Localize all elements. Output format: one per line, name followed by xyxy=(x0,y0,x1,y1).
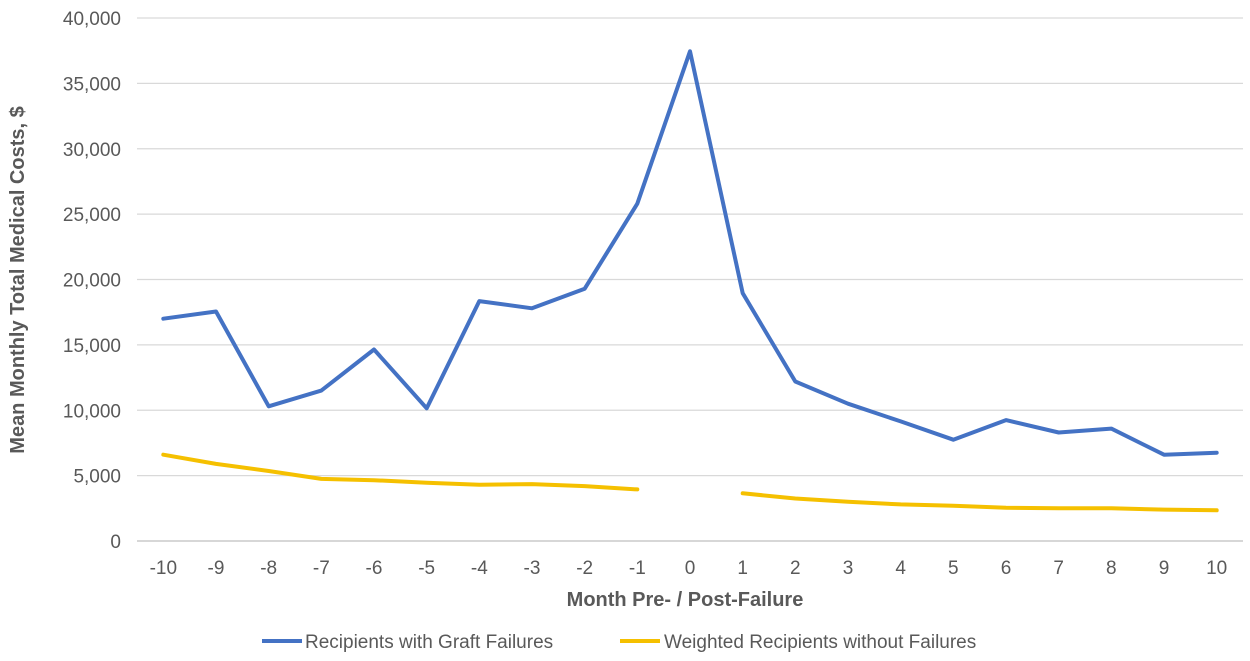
series-line xyxy=(161,452,640,492)
y-axis-ticks: 0 5,000 10,000 15,000 20,000 25,000 30,000 35,0… xyxy=(63,9,121,553)
x-tick-label: 8 xyxy=(1106,558,1117,579)
x-tick-label: -2 xyxy=(576,558,593,579)
y-tick-label: 20,000 xyxy=(63,271,121,292)
x-tick-label: -4 xyxy=(471,558,488,579)
y-tick-label: 15,000 xyxy=(63,336,121,357)
y-tick-label: 30,000 xyxy=(63,140,121,161)
x-tick-label: 4 xyxy=(895,558,906,579)
series-lines xyxy=(161,49,1219,513)
x-tick-label: -5 xyxy=(418,558,435,579)
x-tick-label: 10 xyxy=(1206,558,1227,579)
y-tick-label: 40,000 xyxy=(63,9,121,30)
x-tick-label: 0 xyxy=(685,558,696,579)
x-tick-label: 3 xyxy=(843,558,854,579)
x-tick-label: -3 xyxy=(524,558,541,579)
x-tick-label: 6 xyxy=(1001,558,1012,579)
y-tick-label: 10,000 xyxy=(63,401,121,422)
y-tick-label: 5,000 xyxy=(73,467,121,488)
x-tick-label: -1 xyxy=(629,558,646,579)
x-tick-label: 1 xyxy=(737,558,748,579)
x-tick-label: 9 xyxy=(1159,558,1170,579)
x-tick-label: 5 xyxy=(948,558,959,579)
series-line xyxy=(161,49,1219,457)
legend-label-without-failures: Weighted Recipients without Failures xyxy=(664,632,976,653)
x-axis-title: Month Pre- / Post-Failure xyxy=(567,589,804,611)
x-tick-label: -8 xyxy=(260,558,277,579)
x-tick-label: 7 xyxy=(1053,558,1064,579)
series-1 xyxy=(161,452,1219,513)
x-tick-label: -6 xyxy=(366,558,383,579)
y-tick-label: 35,000 xyxy=(63,74,121,95)
x-tick-label: -9 xyxy=(208,558,225,579)
x-tick-label: -10 xyxy=(150,558,177,579)
series-line xyxy=(740,491,1219,513)
y-tick-label: 0 xyxy=(110,532,121,553)
y-tick-label: 25,000 xyxy=(63,205,121,226)
series-0 xyxy=(161,49,1219,457)
x-tick-label: 2 xyxy=(790,558,801,579)
gridlines xyxy=(137,17,1243,542)
legend: Recipients with Graft Failures Weighted … xyxy=(262,632,976,653)
y-axis-title: Mean Monthly Total Medical Costs, $ xyxy=(7,106,29,453)
x-tick-label: -7 xyxy=(313,558,330,579)
legend-label-graft-failures: Recipients with Graft Failures xyxy=(305,632,553,653)
x-axis-ticks: -10 -9 -8 -7 -6 -5 -4 -3 -2 -1 0 1 2 3 4 5 6 7 8 9 10 xyxy=(150,558,1228,579)
